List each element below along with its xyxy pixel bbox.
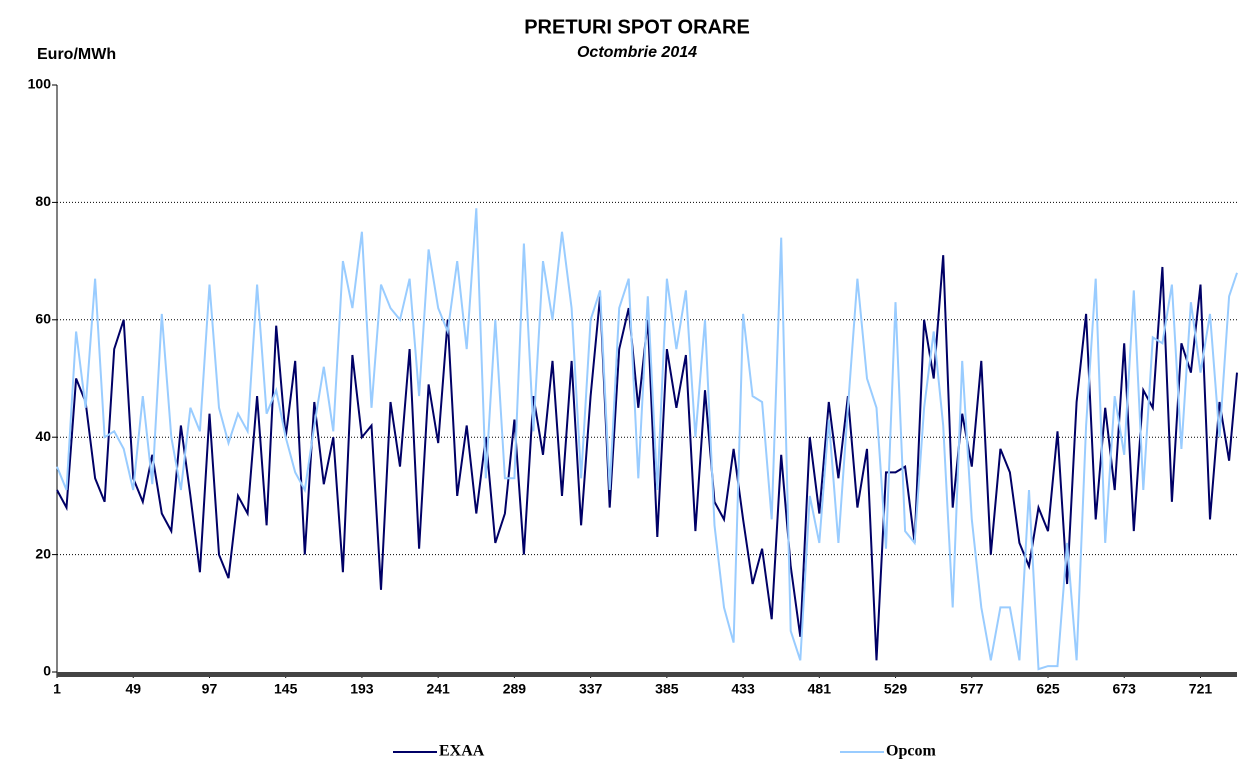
x-tick-label: 385	[655, 681, 679, 697]
x-tick-label: 1	[53, 681, 61, 697]
x-tick-label: 721	[1189, 681, 1213, 697]
y-tick-label: 80	[35, 193, 51, 209]
y-tick-label: 20	[35, 545, 51, 561]
x-tick-label: 433	[731, 681, 755, 697]
x-tick-label: 193	[350, 681, 374, 697]
series-line	[56, 208, 1238, 671]
y-axis-label: Euro/MWh	[37, 46, 116, 63]
x-tick-label: 241	[426, 681, 450, 697]
x-axis-band	[57, 672, 1237, 677]
x-tick-label: 481	[808, 681, 832, 697]
y-tick-label: 0	[43, 663, 51, 679]
series-line	[56, 255, 1238, 661]
x-tick-label: 97	[202, 681, 218, 697]
legend-label: EXAA	[439, 743, 485, 760]
x-tick-label: 337	[579, 681, 603, 697]
x-tick-label: 49	[125, 681, 141, 697]
chart-subtitle: Octombrie 2014	[577, 44, 697, 61]
chart-title: PRETURI SPOT ORARE	[524, 16, 750, 38]
x-tick-label: 673	[1113, 681, 1137, 697]
x-tick-label: 289	[503, 681, 527, 697]
y-tick-label: 60	[35, 311, 51, 327]
x-tick-label: 529	[884, 681, 908, 697]
legend-label: Opcom	[886, 743, 936, 760]
y-tick-label: 40	[35, 428, 51, 444]
y-tick-label: 100	[28, 76, 52, 92]
x-tick-label: 577	[960, 681, 984, 697]
x-tick-label: 145	[274, 681, 298, 697]
x-tick-label: 625	[1036, 681, 1060, 697]
